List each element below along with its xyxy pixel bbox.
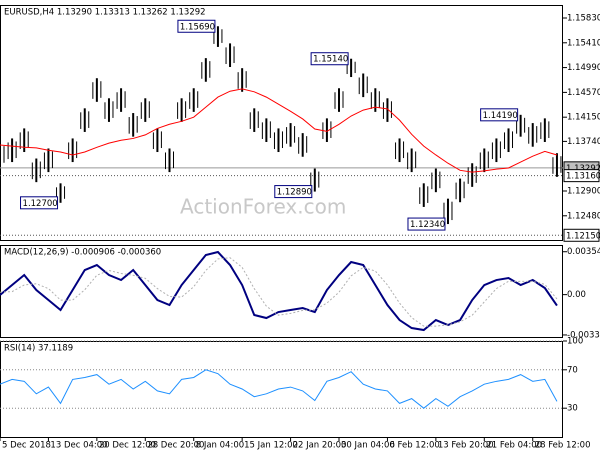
x-tick-label: 28 Feb 12:00 xyxy=(535,441,591,450)
x-tick-label: 22 Jan 20:00 xyxy=(293,441,347,450)
price-label-box xyxy=(563,228,600,242)
x-tick-label: 13 Dec 04:00 xyxy=(50,441,107,450)
extreme-marker xyxy=(310,52,349,66)
price-label: 1.13160 xyxy=(566,172,600,182)
panel-title: EURUSD,H4 1.13290 1.13313 1.13262 1.1329… xyxy=(4,8,206,18)
price-label-box xyxy=(563,169,600,183)
extreme-marker xyxy=(20,196,59,210)
indicator-line xyxy=(0,250,558,332)
watermark: ActionForex.com xyxy=(180,195,346,219)
extreme-marker xyxy=(177,19,216,33)
price-label: 1.12150 xyxy=(566,231,600,241)
y-tick-label: 1.12480 xyxy=(567,211,600,221)
extreme-marker xyxy=(480,108,519,122)
panel-frame xyxy=(0,341,563,438)
y-tick-label: 1.13740 xyxy=(567,137,600,147)
x-tick-label: 20 Dec 12:00 xyxy=(99,441,156,450)
y-tick-label: 70 xyxy=(567,365,578,375)
y-tick-label: 1.12900 xyxy=(567,186,600,196)
panel-title: MACD(12,26,9) -0.000906 -0.000360 xyxy=(4,248,161,258)
y-tick-label: 1.15830 xyxy=(567,13,600,23)
y-tick-label: 1.15410 xyxy=(567,38,600,48)
y-tick-label: 1.14570 xyxy=(567,88,600,98)
x-tick-label: 15 Jan 12:00 xyxy=(244,441,298,450)
extreme-label: 1.15140 xyxy=(313,55,348,65)
extreme-label: 1.12700 xyxy=(23,199,58,209)
panel-frame xyxy=(0,245,563,338)
indicator-line xyxy=(0,257,558,327)
x-tick-label: 21 Feb 04:00 xyxy=(486,441,542,450)
x-tick-label: 13 Feb 20:00 xyxy=(438,441,494,450)
y-tick-label: 0.00 xyxy=(567,290,586,300)
extreme-label: 1.15690 xyxy=(180,22,215,32)
extreme-label: 1.12340 xyxy=(410,220,445,230)
y-tick-label: 1.14990 xyxy=(567,63,600,73)
extreme-label: 1.14190 xyxy=(483,111,518,121)
x-tick-label: 30 Jan 04:00 xyxy=(341,441,395,450)
x-tick-label: 6 Feb 12:00 xyxy=(389,441,439,450)
panel-frame xyxy=(0,5,563,241)
extreme-marker xyxy=(274,185,313,199)
x-tick-label: 5 Dec 2018 xyxy=(2,441,51,450)
extreme-label: 1.12890 xyxy=(277,188,312,198)
y-tick-label: 30 xyxy=(567,404,578,414)
y-tick-label: 0.003544 xyxy=(567,247,600,257)
y-tick-label: -0.003331 xyxy=(567,330,600,340)
extreme-marker xyxy=(407,217,446,231)
y-tick-label: 100 xyxy=(567,337,583,347)
price-label: 1.13292 xyxy=(566,164,600,174)
moving-average xyxy=(0,88,558,173)
y-tick-label: 1.14150 xyxy=(567,113,600,123)
indicator-line xyxy=(0,369,558,409)
panel-title: RSI(14) 37.1189 xyxy=(4,344,73,354)
x-tick-label: 28 Dec 20:00 xyxy=(147,441,204,450)
x-tick-label: 8 Jan 04:00 xyxy=(196,441,244,450)
